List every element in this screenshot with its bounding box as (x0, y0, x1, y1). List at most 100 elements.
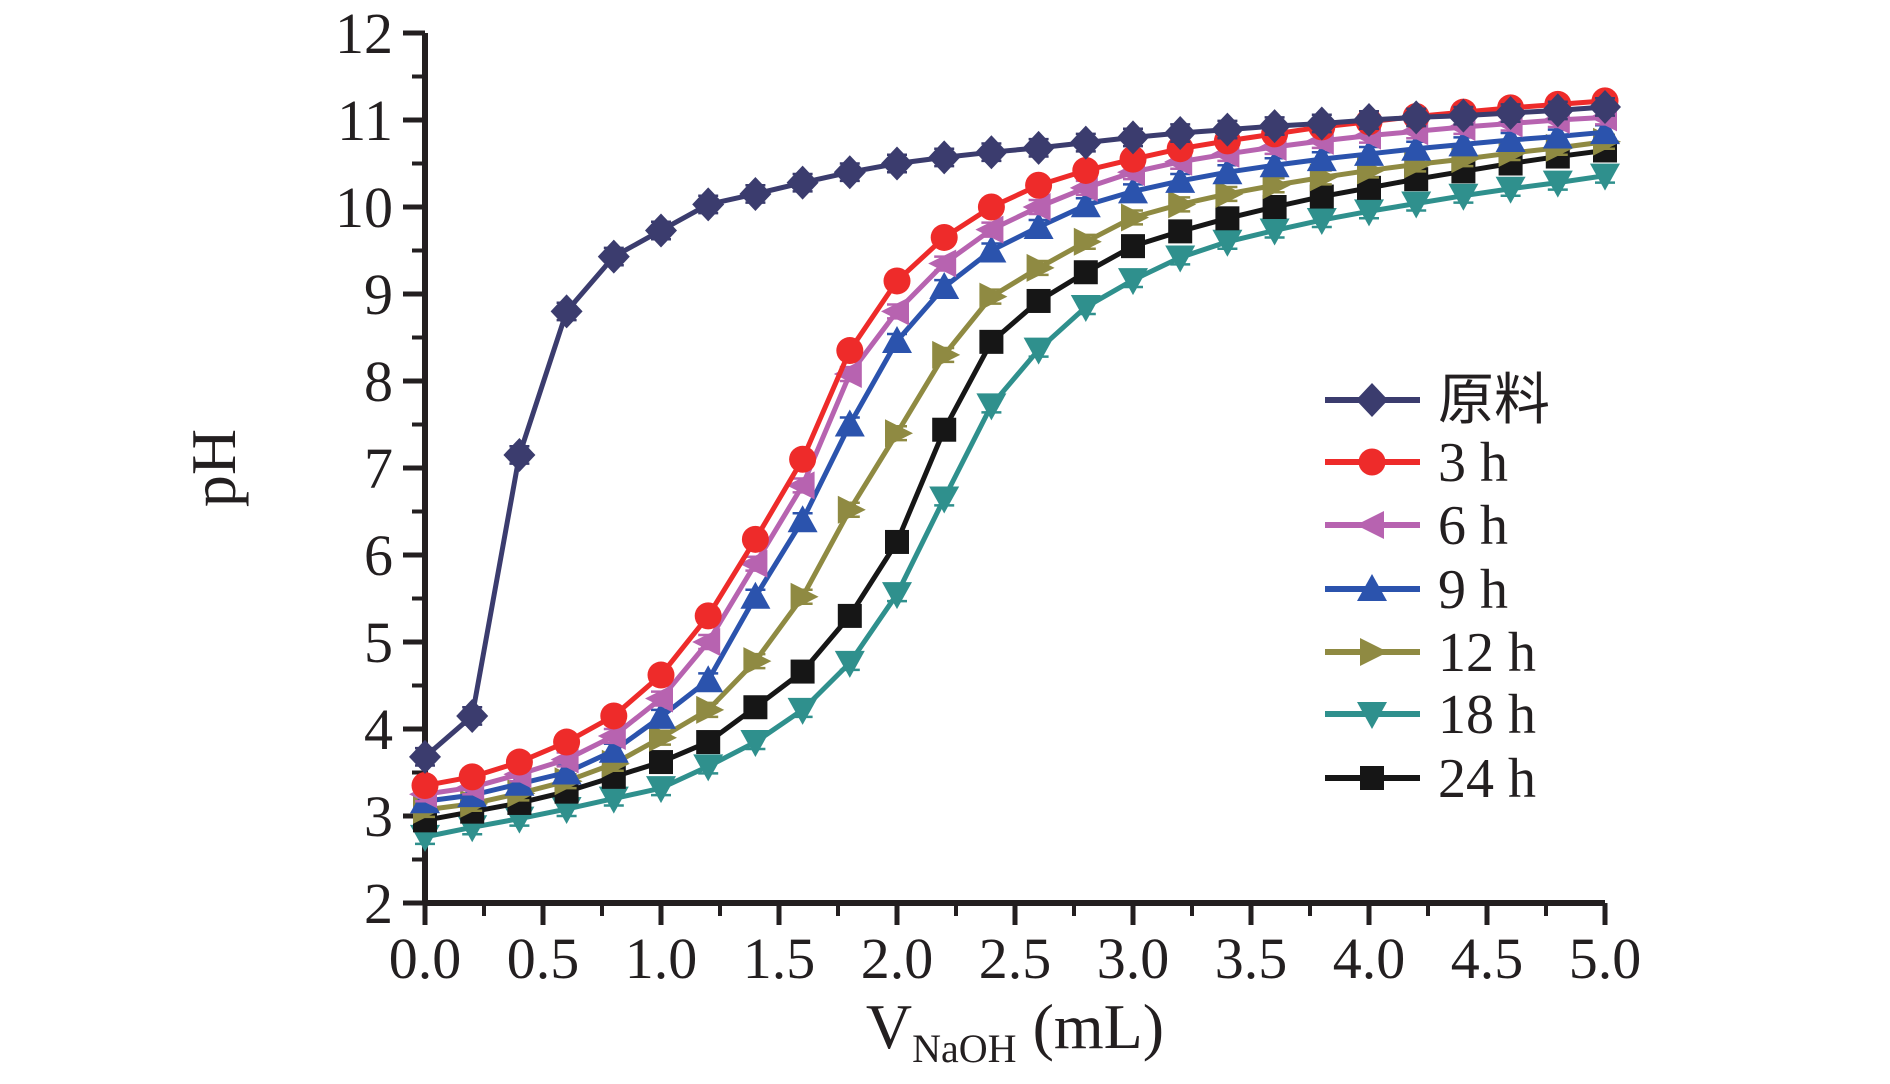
series-24h-marker (790, 659, 815, 684)
series-24h-marker (1262, 195, 1287, 219)
series-6h-marker (739, 549, 768, 578)
legend-marker-24h (1360, 766, 1384, 790)
series-raw-marker (1258, 109, 1291, 144)
series-raw-marker (1164, 116, 1197, 151)
series-3h-marker (789, 445, 817, 473)
series-9h-marker (1401, 133, 1432, 161)
series-raw-marker (928, 140, 961, 175)
series-18h-marker (1495, 176, 1526, 204)
series-9h-marker (787, 505, 818, 533)
legend-marker-raw (1356, 383, 1388, 417)
x-tick-label: 0.5 (507, 926, 580, 991)
series-9h-marker (1212, 157, 1243, 185)
series-raw-marker (881, 146, 913, 181)
series-6h-marker (975, 215, 1004, 244)
series-12h-marker (1168, 190, 1197, 219)
series-raw-marker (786, 165, 819, 200)
series-18h-marker (1590, 163, 1620, 191)
series-18h-marker (1306, 208, 1337, 236)
legend-item-9h: 9 h (1325, 559, 1508, 621)
legend-label-18h: 18 h (1438, 684, 1536, 746)
series-9h-marker (1354, 138, 1384, 166)
series-9h-marker (882, 325, 912, 353)
legend-item-3h: 3 h (1325, 432, 1508, 494)
legend-label-raw: 原料 (1438, 370, 1550, 432)
series-9h-marker (1165, 165, 1196, 193)
legend-item-12h: 12 h (1325, 622, 1536, 684)
legend-marker-9h (1357, 574, 1387, 601)
series-3h-marker (411, 772, 439, 800)
series-18h-marker (1259, 218, 1290, 246)
series-9h-marker (740, 581, 771, 609)
series-9h-marker (1448, 129, 1479, 157)
legend: 原料3 h6 h9 h12 h18 h24 h (1325, 370, 1550, 810)
series-12h-marker (649, 723, 677, 752)
series-24h-marker (696, 730, 721, 755)
series-raw-marker (597, 239, 630, 274)
series-raw-marker (503, 437, 536, 472)
series-9h-marker (646, 701, 676, 729)
series-18h-marker (882, 582, 912, 610)
series-9h-marker (1306, 144, 1337, 172)
series-18h-marker (1212, 229, 1243, 257)
series-3h-marker (836, 337, 864, 365)
series-18h-marker (646, 776, 676, 804)
legend-label-3h: 3 h (1438, 432, 1508, 494)
series-9h-marker (1495, 125, 1526, 153)
series-24h-marker (885, 529, 909, 554)
series-18h-marker (1023, 337, 1054, 365)
legend-label-24h: 24 h (1438, 748, 1536, 810)
series-18h-marker (551, 797, 582, 825)
x-tick-label: 3.0 (1097, 926, 1170, 991)
series-3h-marker (1025, 171, 1053, 199)
x-tick-label: 4.5 (1451, 926, 1524, 991)
x-tick-label: 5.0 (1569, 926, 1642, 991)
series-3h-marker (553, 728, 581, 756)
y-tick-label: 11 (337, 88, 393, 153)
series-6h-marker (928, 249, 957, 278)
x-tick-label: 2.5 (979, 926, 1052, 991)
series-12h-marker (1026, 253, 1055, 282)
series-3h-marker (977, 193, 1005, 221)
series-24h-marker (1073, 260, 1098, 285)
series-6h-marker (881, 297, 909, 326)
series-12h-marker (1073, 227, 1102, 256)
series-24h-marker (1026, 288, 1051, 313)
series-12h-marker (743, 647, 772, 676)
y-tick-label: 6 (364, 523, 393, 588)
series-9h-marker (1023, 212, 1054, 240)
series-raw-marker (739, 176, 772, 211)
legend-marker-3h (1358, 448, 1386, 476)
series-3h-marker (694, 602, 722, 630)
series-9h-marker (1259, 150, 1290, 178)
y-tick-label: 10 (335, 175, 393, 240)
series-3h-marker (1072, 156, 1100, 184)
series-raw-marker (975, 135, 1008, 170)
x-tick-label: 4.0 (1333, 926, 1406, 991)
legend-label-6h: 6 h (1438, 495, 1508, 557)
x-tick-label: 3.5 (1215, 926, 1288, 991)
series-12h-marker (932, 340, 961, 369)
series-6h-marker (645, 684, 673, 713)
series-9h-line (424, 129, 1606, 804)
series-raw-marker (833, 155, 866, 190)
series-24h-marker (837, 603, 862, 628)
series-raw-marker (1589, 89, 1621, 124)
series-9h-marker (1590, 117, 1620, 145)
series-raw-marker (1353, 103, 1385, 137)
series-raw (409, 89, 1621, 774)
series-18h-marker (929, 486, 960, 514)
legend-item-24h: 24 h (1325, 748, 1536, 810)
series-raw-marker (1447, 98, 1480, 133)
series-raw-marker (1400, 100, 1433, 135)
series-3h-marker (458, 763, 486, 791)
series-6h-marker (786, 471, 815, 500)
series-24h-marker (743, 695, 768, 720)
y-tick-label: 9 (364, 262, 393, 327)
series-18h-marker (1448, 183, 1479, 211)
x-tick-label: 0.0 (389, 926, 462, 991)
series-9h-marker (834, 409, 865, 437)
series-raw-marker (1022, 130, 1055, 165)
legend-item-18h: 18 h (1325, 684, 1536, 746)
